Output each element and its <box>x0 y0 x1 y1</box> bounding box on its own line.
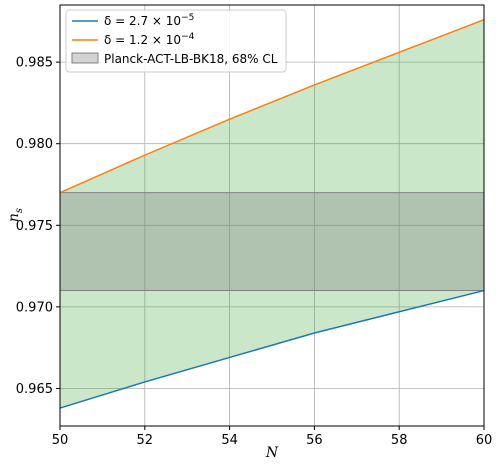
series-line-2 <box>59 18 485 194</box>
x-tick-label: 50 <box>52 433 69 448</box>
y-axis-label: ns <box>6 208 25 222</box>
y-axis-label-subscript: s <box>14 208 25 213</box>
legend-box <box>65 9 287 73</box>
x-tick-label: 58 <box>391 433 408 448</box>
legend-label-band: Planck-ACT-LB-BK18, 68% CL <box>104 52 278 66</box>
plot-frame <box>59 4 485 427</box>
x-axis-label: N <box>265 445 279 461</box>
y-tick-label: 0.975 <box>16 219 53 234</box>
x-tick-label: 52 <box>137 433 154 448</box>
y-axis-label-main: n <box>6 213 22 222</box>
x-tick-label: 60 <box>476 433 493 448</box>
x-tick-label: 54 <box>221 433 238 448</box>
series-lines <box>59 18 485 409</box>
planck-band <box>60 192 484 291</box>
legend: δ = 2.7 × 10−5 δ = 1.2 × 10−4 Planck-ACT… <box>65 9 287 73</box>
y-tick-label: 0.970 <box>16 300 53 315</box>
y-tick-label: 0.980 <box>16 137 53 152</box>
y-tick-label: 0.965 <box>16 382 53 397</box>
x-axis: 50 52 54 56 58 60 <box>52 426 493 448</box>
plot-area <box>60 5 484 426</box>
series-line-1 <box>59 289 485 409</box>
legend-label-series-2: δ = 1.2 × 10−4 <box>104 32 195 47</box>
y-axis: 0.965 0.970 0.975 0.980 0.985 <box>16 56 60 397</box>
y-tick-label: 0.985 <box>16 56 53 71</box>
fill-between-region <box>60 19 484 409</box>
shaded-regions <box>60 19 484 409</box>
svg-text:ns: ns <box>6 208 25 222</box>
legend-swatch-band <box>71 52 99 64</box>
legend-label-series-1: δ = 2.7 × 10−5 <box>104 13 194 28</box>
x-tick-label: 56 <box>306 433 323 448</box>
